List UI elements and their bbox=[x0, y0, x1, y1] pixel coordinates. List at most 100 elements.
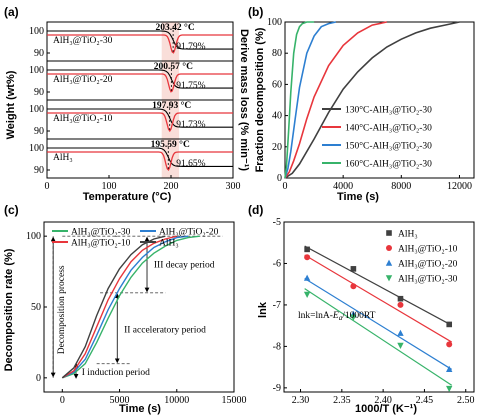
panel-d-fit-line-2 bbox=[304, 277, 453, 370]
panel-a-y-tick-label: 100 bbox=[29, 104, 44, 115]
panel-b-x-tick-label: 0 bbox=[283, 181, 288, 192]
panel-a-tg-curve-3 bbox=[47, 147, 233, 167]
panel-b-ylabel: Fraction decomposition (%) bbox=[254, 27, 266, 172]
panel-d-fit-line-3 bbox=[304, 288, 453, 386]
panel-a-dtg-curve-3 bbox=[47, 151, 233, 171]
panel-c-legend-label: AlH₃@TiO₂-20 bbox=[159, 228, 219, 238]
panel-a-residual-label: 91.65% bbox=[176, 159, 205, 169]
panel-d-legend-marker bbox=[385, 275, 393, 282]
panel-d-xlabel: 1000/T (K⁻¹) bbox=[355, 403, 417, 415]
panel-d-x-tick-label: 2.40 bbox=[374, 395, 392, 406]
panel-d-point bbox=[397, 295, 404, 302]
panel-a-series-label: AlH₃@TiO₂-30 bbox=[53, 36, 113, 46]
panel-c-annotation-decay: III decay period bbox=[154, 261, 215, 271]
panel-d-legend-label: AlH₃@TiO₂-20 bbox=[398, 260, 458, 270]
panel-b-legend-label: 130°C-AlH₃@TiO₂-30 bbox=[345, 105, 432, 116]
panel-d-x-tick-label: 2.45 bbox=[416, 395, 434, 406]
panel-c-series-line-2 bbox=[61, 235, 177, 379]
panel-c-x-tick-label: 0 bbox=[60, 395, 65, 406]
panel-c-x-tick-label: 10000 bbox=[164, 395, 189, 406]
panel-d-legend-marker bbox=[386, 245, 392, 251]
panel-b-xlabel: Time (s) bbox=[337, 191, 379, 203]
panel-a-series-label: AlH₃@TiO₂-20 bbox=[53, 75, 113, 85]
panel-d-point bbox=[397, 329, 404, 336]
panel-a-residual-label: 91.73% bbox=[176, 120, 205, 130]
panel-a-x-tick-label: 200 bbox=[164, 181, 179, 192]
panel-a-x-tick-label: 100 bbox=[102, 181, 117, 192]
panel-d-formula-sub: a bbox=[339, 314, 343, 322]
panel-b-series-line-1 bbox=[284, 21, 387, 179]
panel-d-x-tick-label: 2.35 bbox=[333, 395, 351, 406]
panel-letter-d: (d) bbox=[248, 203, 263, 217]
panel-d-point bbox=[446, 321, 453, 328]
panel-b-y-tick-label: 80 bbox=[272, 48, 282, 59]
panel-d-point bbox=[303, 274, 311, 281]
panel-d-point bbox=[350, 314, 357, 321]
panel-d-plot: 2.30 2.35 2.40 2.45 2.50 -9 -8 -7 -6 -5 AlH₃ AlH₃@T… bbox=[273, 217, 475, 406]
panel-letter-b: (b) bbox=[248, 5, 263, 19]
panel-c-legend-label: AlH₃@TiO₂-30 bbox=[71, 228, 131, 238]
panel-a-series-label: AlH₃@TiO₂-10 bbox=[53, 114, 113, 124]
panel-a-xlabel: Temperature (°C) bbox=[83, 191, 172, 203]
panel-d-legend-label: AlH₃@TiO₂-10 bbox=[398, 245, 458, 255]
panel-d-formula: lnk=lnA-Ea/1000RT bbox=[298, 311, 376, 322]
panel-a-tg-curve-2 bbox=[47, 108, 233, 128]
panel-a-plot: 0 100 200 300 100 90 203.42 °C 91.79% AlH₃@TiO₂-… bbox=[29, 21, 241, 192]
panel-a-dtg-curve-2 bbox=[47, 112, 233, 133]
panel-d-formula-var: E bbox=[332, 311, 339, 321]
panel-a-tg-curve-0 bbox=[47, 30, 233, 50]
panel-d-point bbox=[304, 254, 311, 261]
panel-a-y-tick-label: 90 bbox=[34, 48, 44, 59]
panel-d-point bbox=[397, 342, 404, 349]
panel-a-residual-label: 91.79% bbox=[176, 42, 205, 52]
panel-b-legend-label: 150°C-AlH₃@TiO₂-30 bbox=[345, 141, 432, 152]
panel-a-dtg-curve-0 bbox=[47, 34, 233, 54]
panel-a-peak-label: 197.93 °C bbox=[152, 100, 191, 111]
panel-c-xlabel: Time (s) bbox=[119, 403, 161, 415]
panel-d-y-tick-label: -9 bbox=[273, 383, 281, 394]
panel-a-x-tick-label: 300 bbox=[226, 181, 241, 192]
panel-d-legend-label: AlH₃@TiO₂-30 bbox=[398, 275, 458, 285]
panel-c-series-line-0 bbox=[62, 235, 200, 379]
panel-d-frame bbox=[283, 221, 475, 393]
panel-d-point bbox=[303, 291, 311, 298]
panel-a-y-tick-label: 90 bbox=[34, 165, 44, 176]
panel-c-annotation-accel: II acceleratory period bbox=[124, 326, 206, 336]
panel-b-y-tick-label: 40 bbox=[272, 111, 282, 122]
panel-b-y-tick-label: 0 bbox=[277, 173, 282, 184]
panel-b-y-tick-label: 100 bbox=[267, 17, 282, 28]
panel-a-y2label: Derive mass loss (% min⁻¹) bbox=[238, 29, 250, 171]
panel-d-fit-line-1 bbox=[304, 254, 453, 343]
panel-d-y-tick-label: -7 bbox=[273, 300, 281, 311]
panel-d-fit-line-0 bbox=[304, 245, 452, 326]
panel-c-x-tick-label: 5000 bbox=[110, 395, 130, 406]
panel-c-annotation-induction: I induction period bbox=[82, 368, 150, 378]
panel-b-x-tick-label: 8000 bbox=[391, 181, 411, 192]
panel-c-series-line-1 bbox=[61, 235, 189, 379]
panel-c-plot: 0 5000 10000 15000 0 50 100 III decay period II … bbox=[26, 221, 247, 406]
panel-d-y-tick-label: -6 bbox=[273, 258, 281, 269]
panel-d-point bbox=[350, 266, 357, 272]
panel-a-y-tick-label: 100 bbox=[29, 26, 44, 37]
panel-a-tg-curve-1 bbox=[47, 69, 233, 89]
panel-c-ylabel: Decomposition rate (%) bbox=[3, 248, 15, 371]
panel-b-series-line-2 bbox=[284, 21, 337, 179]
panel-c-y-tick-label: 100 bbox=[26, 231, 41, 242]
panel-a-y-tick-label: 90 bbox=[34, 126, 44, 137]
panel-a-y-tick-label: 100 bbox=[29, 143, 44, 154]
panel-c-legend-label: AlH₃ bbox=[159, 239, 179, 249]
panel-d-point bbox=[397, 301, 404, 308]
panel-d-ylabel: lnk bbox=[257, 301, 269, 318]
panel-b-y-tick-label: 60 bbox=[272, 79, 282, 90]
panel-a-peak-label: 200.57 °C bbox=[154, 61, 193, 72]
panel-d-point bbox=[304, 246, 310, 253]
panel-c-y-tick-label: 50 bbox=[31, 302, 41, 313]
panel-d-legend-label: AlH₃ bbox=[398, 230, 418, 240]
panel-a-peak-label: 203.42 °C bbox=[156, 22, 195, 33]
panel-b-series-line-3 bbox=[284, 21, 315, 179]
panel-c-legend-label: AlH₃@TiO₂-10 bbox=[71, 239, 131, 249]
panel-d-legend-marker bbox=[385, 259, 393, 266]
panel-letter-c: (c) bbox=[4, 203, 19, 217]
panel-letter-a: (a) bbox=[4, 5, 19, 19]
panel-d-point bbox=[446, 365, 453, 372]
